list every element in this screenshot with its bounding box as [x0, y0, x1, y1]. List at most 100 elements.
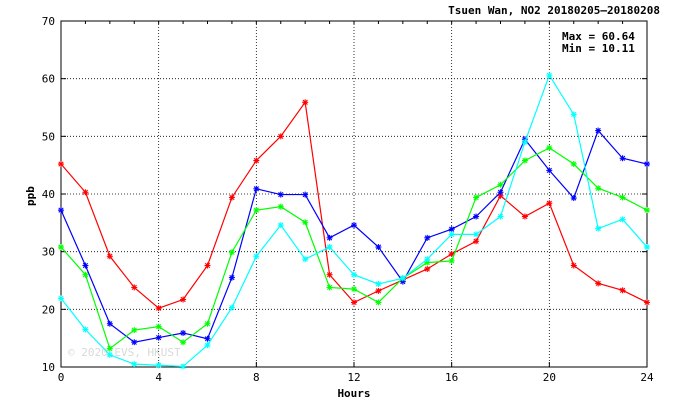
data-point: [253, 253, 260, 260]
y-tick-label: 70: [42, 15, 55, 28]
data-point: [253, 207, 260, 214]
data-point: [595, 280, 602, 287]
y-axis-label: ppb: [24, 186, 37, 206]
series-1: [58, 99, 650, 312]
max-stat: Max = 60.64: [562, 30, 635, 43]
watermark: © 2020 EVS, HKUST: [68, 346, 181, 359]
data-point: [58, 244, 64, 251]
data-point: [204, 320, 211, 327]
x-tick-label: 16: [445, 371, 458, 384]
data-point: [82, 271, 89, 278]
data-point: [253, 185, 260, 192]
data-point: [473, 231, 480, 238]
data-point: [644, 207, 650, 214]
data-point: [58, 161, 64, 168]
data-point: [228, 304, 235, 311]
data-point: [546, 167, 553, 174]
data-point: [131, 284, 138, 291]
data-point: [351, 299, 357, 306]
data-point: [473, 194, 480, 201]
data-point: [204, 262, 211, 269]
data-point: [82, 262, 89, 269]
data-point: [448, 231, 455, 238]
data-point: [351, 222, 357, 229]
data-point: [326, 234, 333, 241]
data-point: [302, 219, 309, 226]
data-point: [131, 361, 138, 368]
data-point: [180, 363, 187, 370]
data-point: [155, 305, 162, 312]
x-tick-label: 12: [347, 371, 360, 384]
data-point: [399, 275, 406, 282]
y-tick-label: 10: [42, 361, 55, 374]
data-point: [448, 257, 455, 264]
data-point: [570, 195, 577, 202]
data-point: [473, 238, 480, 245]
data-point: [375, 244, 382, 251]
data-point: [228, 194, 235, 201]
data-point: [619, 216, 626, 223]
series-3: [58, 144, 650, 352]
data-point: [497, 181, 504, 188]
x-tick-label: 20: [543, 371, 556, 384]
data-point: [326, 284, 333, 291]
data-point: [180, 296, 187, 303]
data-point: [375, 280, 382, 287]
data-point: [302, 191, 309, 198]
series-2: [58, 127, 650, 346]
grid-lines: [61, 21, 647, 367]
data-point: [497, 213, 504, 220]
x-tick-label: 0: [58, 371, 65, 384]
min-stat: Min = 10.11: [562, 42, 635, 55]
data-point: [58, 295, 64, 302]
data-point: [521, 157, 528, 164]
data-point: [595, 225, 602, 232]
data-point: [82, 189, 89, 196]
data-point: [277, 203, 284, 210]
data-point: [106, 253, 113, 260]
data-point: [253, 157, 260, 164]
data-point: [619, 287, 626, 294]
data-point: [180, 329, 187, 336]
data-point: [546, 144, 553, 151]
data-point: [106, 351, 113, 358]
data-point: [644, 244, 650, 251]
x-tick-label: 24: [640, 371, 654, 384]
data-point: [424, 256, 431, 263]
data-point: [375, 287, 382, 294]
data-point: [497, 189, 504, 196]
data-point: [424, 265, 431, 272]
data-point: [277, 222, 284, 229]
data-point: [644, 299, 650, 306]
data-point: [644, 161, 650, 168]
data-point: [326, 271, 333, 278]
y-tick-label: 60: [42, 73, 55, 86]
data-point: [58, 207, 64, 214]
series-line: [60, 73, 648, 368]
data-point: [424, 234, 431, 241]
data-point: [228, 249, 235, 256]
y-axis-ticks: 10 20 30 40 50 60 70: [42, 15, 647, 374]
data-point: [155, 334, 162, 341]
x-axis-ticks: 0 4 8 12 16 20 24: [58, 21, 654, 384]
x-tick-label: 4: [155, 371, 162, 384]
data-point: [131, 339, 138, 346]
data-point: [521, 213, 528, 220]
data-point: [570, 111, 577, 118]
series-4: [58, 72, 650, 370]
data-point: [302, 99, 309, 106]
data-point: [326, 244, 333, 251]
data-point: [619, 155, 626, 162]
data-point: [228, 274, 235, 281]
data-point: [595, 185, 602, 192]
data-point: [277, 133, 284, 140]
series-group: [58, 72, 650, 370]
data-point: [546, 72, 553, 79]
data-point: [180, 339, 187, 346]
data-point: [546, 200, 553, 207]
data-point: [521, 139, 528, 146]
data-point: [570, 262, 577, 269]
data-point: [155, 362, 162, 369]
y-tick-label: 30: [42, 246, 55, 259]
